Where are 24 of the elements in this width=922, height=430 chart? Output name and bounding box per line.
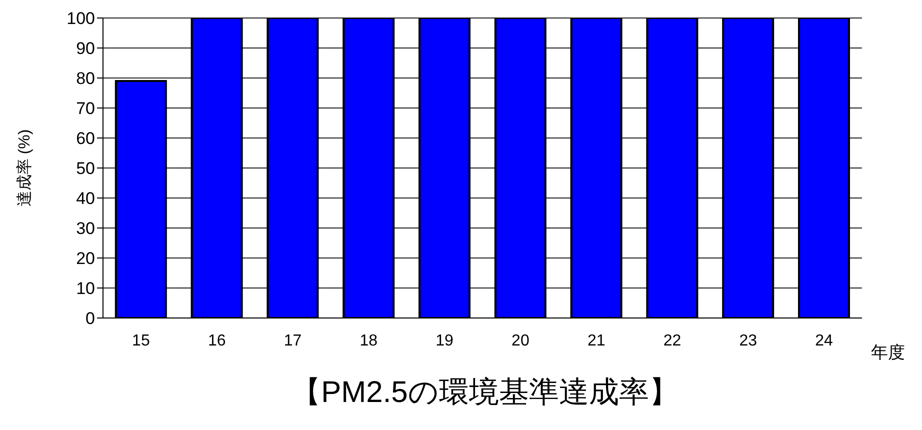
x-tick-label: 15 <box>132 332 150 350</box>
x-tick-label: 18 <box>360 332 378 350</box>
x-tick-label: 22 <box>663 332 682 350</box>
x-tick-label: 23 <box>739 332 758 350</box>
x-tick-label: 19 <box>436 332 454 350</box>
x-tick-label: 16 <box>208 332 226 350</box>
y-tick-label: 30 <box>76 219 95 238</box>
text: 【PM2.5の環境基準達成率】 <box>290 375 680 411</box>
y-tick-label: 0 <box>86 309 95 328</box>
y-tick-label: 80 <box>76 69 95 88</box>
y-tick-label: 100 <box>66 9 95 28</box>
y-tick-label: 60 <box>76 129 95 148</box>
x-tick-label: 24 <box>815 332 834 350</box>
y-axis-title: 達成率 (%) <box>16 129 34 207</box>
y-tick-label: 90 <box>76 39 95 58</box>
x-axis-title: 年度 <box>871 343 905 362</box>
x-tick-label: 17 <box>284 332 302 350</box>
y-tick-label: 50 <box>76 159 95 178</box>
y-tick-label: 20 <box>76 249 95 268</box>
y-tick-label: 70 <box>76 99 95 118</box>
x-tick-label: 21 <box>587 332 606 350</box>
y-tick-label: 10 <box>76 279 95 298</box>
y-tick-label: 40 <box>76 189 95 208</box>
x-tick-label: 20 <box>512 332 530 350</box>
